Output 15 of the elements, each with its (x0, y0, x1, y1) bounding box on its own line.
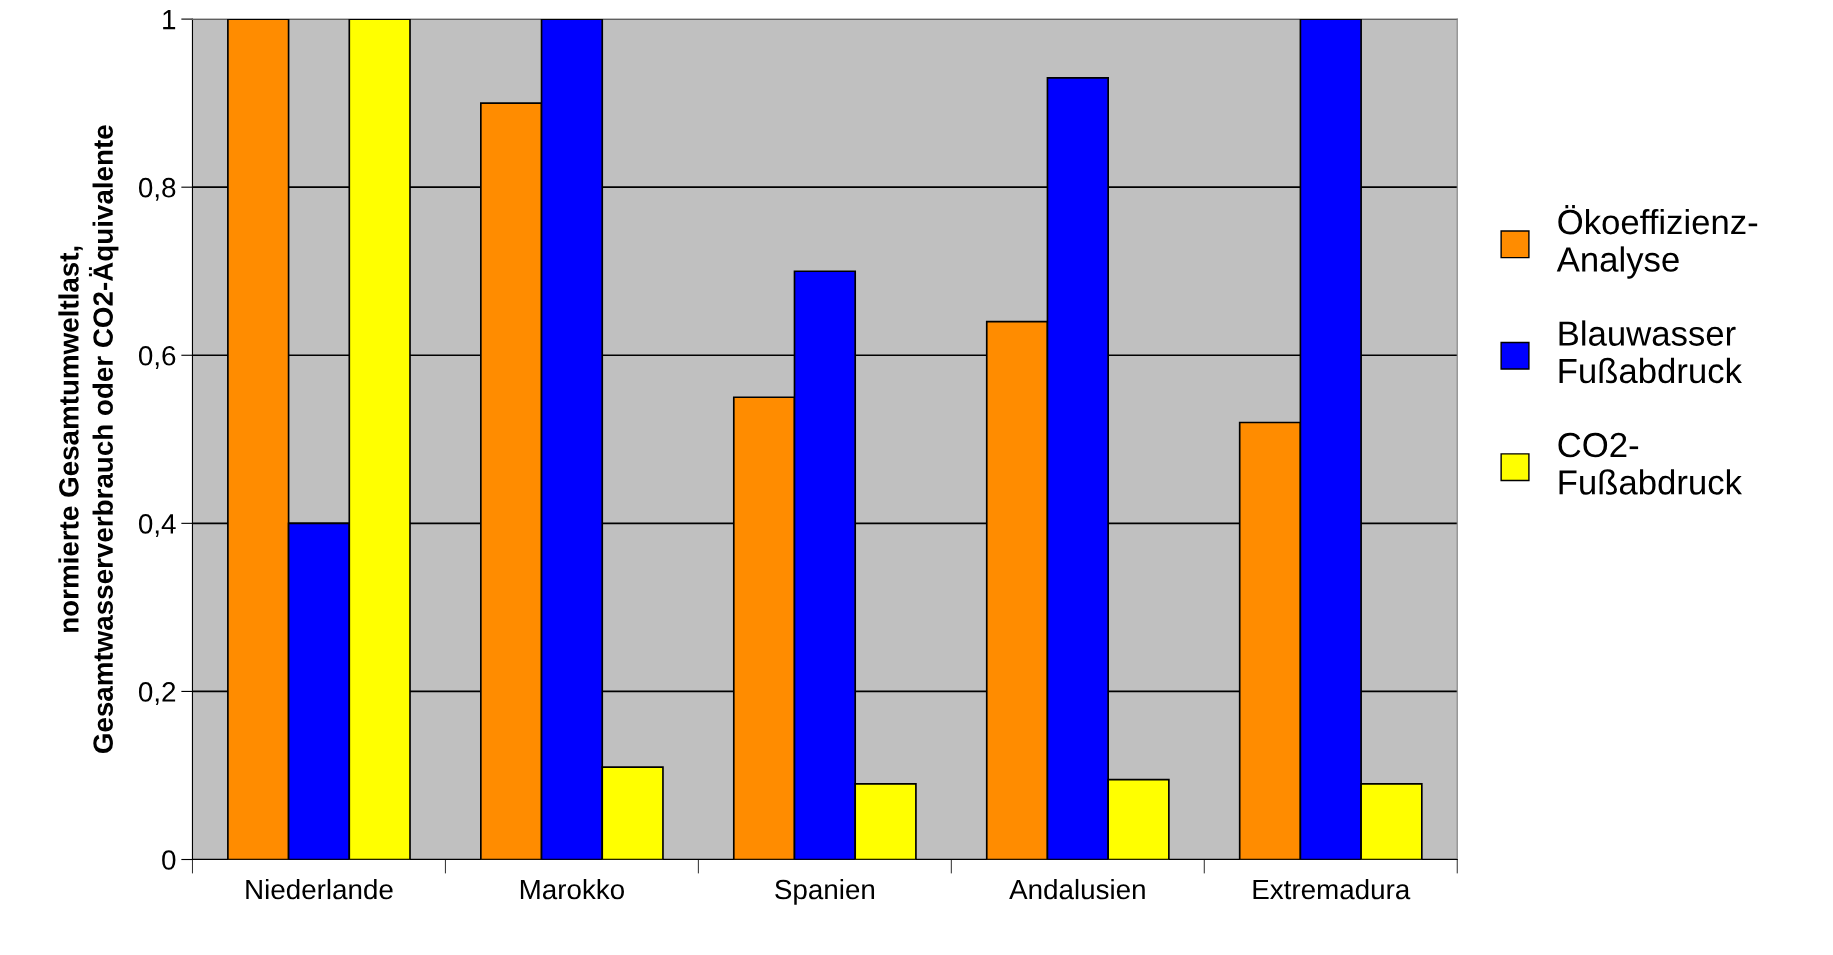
y-axis-title: normierte Gesamtumweltlast, Gesamtwasserverbrauch oder CO2-Äquivalente (58, 125, 119, 754)
y-tick-label: 0,2 (138, 682, 176, 706)
legend-label: Blauwasser Fußabdruck (1559, 320, 1742, 384)
y-tick-label: 0 (162, 850, 176, 870)
legend-label: CO2- Fußabdruck (1558, 432, 1742, 495)
y-tick-label: 0,4 (138, 514, 176, 537)
x-tick-label: Niederlande (246, 878, 393, 900)
y-tick-label: 1 (163, 10, 176, 30)
x-tick-label: Marokko (520, 878, 624, 900)
x-tick-label: Extremadura (1253, 878, 1411, 900)
legend-label: Ökoeffizienz- Analyse (1556, 205, 1758, 279)
y-tick-label: 0,6 (138, 345, 176, 369)
y-tick-label: 0,8 (138, 177, 176, 201)
x-tick-label: Andalusien (1009, 878, 1145, 900)
x-tick-label: Spanien (775, 878, 875, 905)
